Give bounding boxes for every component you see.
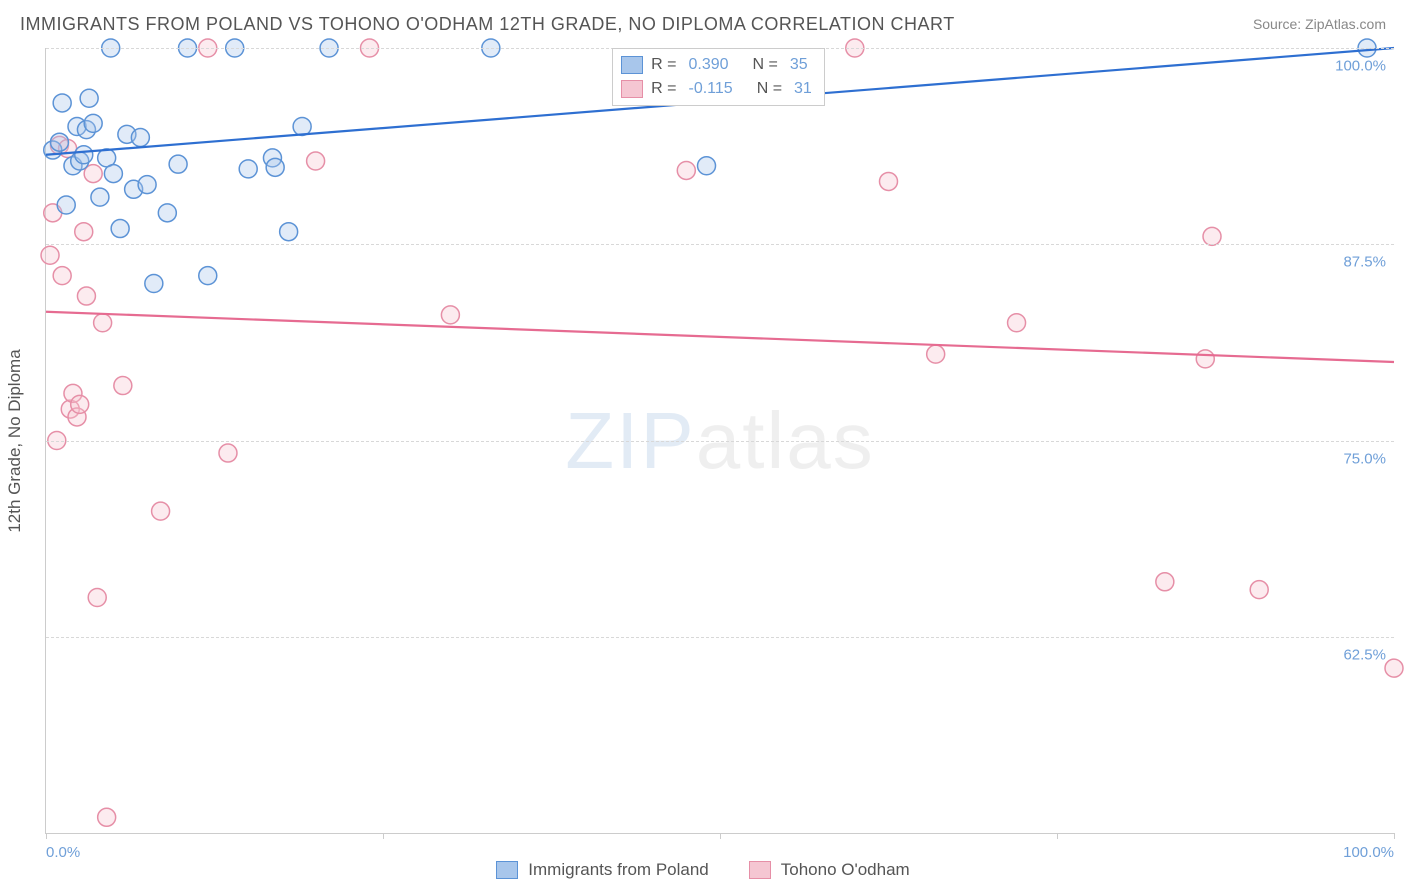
pink-point <box>927 345 945 363</box>
source-label: Source: ZipAtlas.com <box>1253 16 1386 32</box>
blue-point <box>50 133 68 151</box>
blue-point <box>293 118 311 136</box>
legend-swatch <box>621 56 643 74</box>
pink-point <box>1196 350 1214 368</box>
blue-point <box>199 267 217 285</box>
blue-point <box>80 89 98 107</box>
blue-point <box>239 160 257 178</box>
pink-point <box>71 395 89 413</box>
pink-point <box>677 161 695 179</box>
stats-legend-row: R = 0.390 N = 35 <box>621 53 812 77</box>
y-tick-label: 87.5% <box>1343 254 1386 271</box>
blue-point <box>111 220 129 238</box>
legend-swatch <box>621 80 643 98</box>
pink-point <box>98 808 116 826</box>
y-tick-label: 75.0% <box>1343 450 1386 467</box>
r-value: 0.390 <box>689 53 729 77</box>
blue-point <box>169 155 187 173</box>
chart-title: IMMIGRANTS FROM POLAND VS TOHONO O'ODHAM… <box>20 14 955 35</box>
series-legend-item: Immigrants from Poland <box>496 860 708 880</box>
x-tick <box>720 833 721 839</box>
r-value: -0.115 <box>689 77 733 101</box>
pink-point <box>1008 314 1026 332</box>
x-axis-max-label: 100.0% <box>1343 844 1394 861</box>
n-label: N = <box>753 53 778 77</box>
gridline <box>46 637 1394 638</box>
blue-point <box>104 165 122 183</box>
chart-area: 12th Grade, No Diploma ZIPatlas 62.5%75.… <box>45 48 1394 834</box>
series-legend-item: Tohono O'odham <box>749 860 910 880</box>
x-tick <box>1057 833 1058 839</box>
r-label: R = <box>651 53 676 77</box>
stats-legend-row: R = -0.115 N = 31 <box>621 77 812 101</box>
pink-point <box>1250 581 1268 599</box>
pink-point <box>94 314 112 332</box>
blue-point <box>57 196 75 214</box>
pink-point <box>88 589 106 607</box>
pink-point <box>77 287 95 305</box>
blue-point <box>698 157 716 175</box>
pink-point <box>219 444 237 462</box>
x-axis-min-label: 0.0% <box>46 844 80 861</box>
pink-point <box>41 246 59 264</box>
blue-point <box>138 176 156 194</box>
gridline <box>46 441 1394 442</box>
legend-swatch <box>496 861 518 879</box>
x-tick <box>383 833 384 839</box>
plot-area: ZIPatlas 62.5%75.0%87.5%100.0% 0.0% 100.… <box>45 48 1394 834</box>
pink-point <box>152 502 170 520</box>
blue-point <box>266 158 284 176</box>
pink-point <box>53 267 71 285</box>
y-tick-label: 100.0% <box>1335 58 1386 75</box>
legend-label: Immigrants from Poland <box>528 860 708 880</box>
pink-point <box>1156 573 1174 591</box>
x-tick <box>46 833 47 839</box>
legend-label: Tohono O'odham <box>781 860 910 880</box>
y-axis-title: 12th Grade, No Diploma <box>5 349 25 532</box>
r-label: R = <box>651 77 676 101</box>
n-value: 35 <box>790 53 808 77</box>
blue-point <box>131 128 149 146</box>
pink-point <box>307 152 325 170</box>
y-tick-label: 62.5% <box>1343 646 1386 663</box>
pink-point <box>75 223 93 241</box>
series-legend: Immigrants from Poland Tohono O'odham <box>0 860 1406 880</box>
blue-point <box>75 146 93 164</box>
n-label: N = <box>757 77 782 101</box>
pink-point <box>880 172 898 190</box>
x-tick <box>1394 833 1395 839</box>
n-value: 31 <box>794 77 812 101</box>
pink-trendline <box>46 312 1394 362</box>
blue-point <box>84 114 102 132</box>
pink-point <box>114 377 132 395</box>
pink-point <box>1203 227 1221 245</box>
blue-point <box>91 188 109 206</box>
gridline <box>46 244 1394 245</box>
pink-point <box>441 306 459 324</box>
stats-legend: R = 0.390 N = 35 R = -0.115 N = 31 <box>612 48 825 106</box>
legend-swatch <box>749 861 771 879</box>
blue-point <box>158 204 176 222</box>
pink-point <box>1385 659 1403 677</box>
blue-point <box>145 275 163 293</box>
blue-point <box>53 94 71 112</box>
blue-point <box>280 223 298 241</box>
